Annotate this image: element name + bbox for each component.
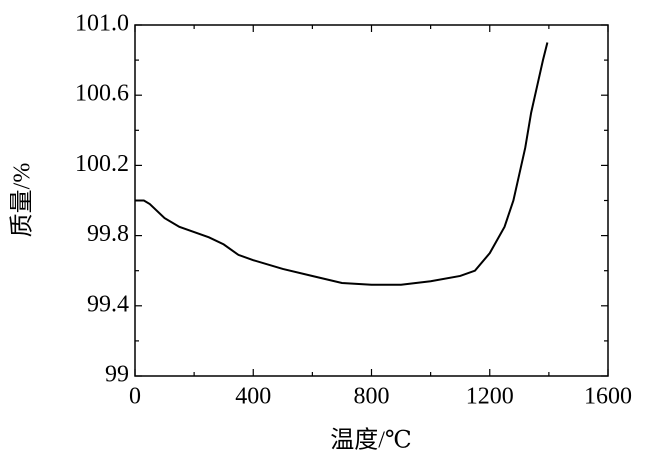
data-line xyxy=(135,42,549,286)
y-tick-label: 100.6 xyxy=(75,81,129,107)
y-axis-label: 质量/% xyxy=(9,163,36,238)
x-tick-label: 0 xyxy=(129,384,141,410)
x-tick-label: 800 xyxy=(354,384,390,410)
x-axis-label: 温度/℃ xyxy=(330,427,412,454)
y-tick-label: 99 xyxy=(105,362,129,388)
x-tick-label: 1600 xyxy=(584,384,632,410)
y-tick-label: 99.8 xyxy=(87,221,129,247)
y-tick-label: 101.0 xyxy=(75,11,129,37)
y-tick-label: 100.2 xyxy=(75,151,129,177)
x-tick-label: 400 xyxy=(235,384,271,410)
plot-frame xyxy=(134,24,609,377)
x-tick-label: 1200 xyxy=(466,384,514,410)
y-tick-label: 99.4 xyxy=(87,291,129,317)
